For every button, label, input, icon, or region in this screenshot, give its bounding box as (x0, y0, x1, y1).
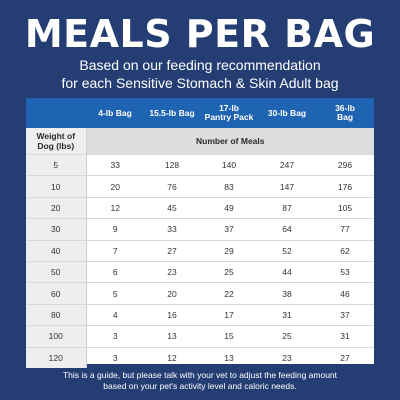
meals-cell: 37 (200, 218, 258, 241)
meals-cell: 76 (144, 175, 200, 198)
meals-cell: 17 (200, 303, 258, 326)
meals-cell: 23 (258, 346, 316, 368)
meals-table: 4-lb Bag 15.5-lb Bag 17-lb Pantry Pack 30… (26, 98, 374, 368)
meals-table-container: 4-lb Bag 15.5-lb Bag 17-lb Pantry Pack 30… (26, 98, 374, 368)
subheader-row: Weight of Dog (lbs) Number of Meals (26, 128, 374, 155)
meals-cell: 31 (316, 325, 374, 348)
meals-cell: 3 (86, 325, 144, 348)
meals-cell: 33 (144, 218, 200, 241)
meals-cell: 33 (86, 153, 144, 176)
dog-weight-cell: 60 (26, 282, 87, 305)
meals-cell: 53 (316, 260, 374, 283)
table-row: 30 9 33 37 64 77 (26, 218, 374, 241)
meals-cell: 7 (86, 239, 144, 262)
meals-cell: 77 (316, 218, 374, 241)
dog-weight-cell: 30 (26, 218, 87, 241)
table-row: 100 3 13 15 25 31 (26, 325, 374, 348)
dog-weight-cell: 100 (26, 325, 87, 348)
table-row: 40 7 27 29 52 62 (26, 239, 374, 262)
subtitle: Based on our feeding recommendation for … (0, 56, 400, 92)
weight-column-header: Weight of Dog (lbs) (26, 128, 87, 155)
meals-cell: 49 (200, 196, 258, 219)
page-title: MEALS PER BAG (24, 12, 376, 56)
meals-cell: 64 (258, 218, 316, 241)
meals-cell: 31 (258, 303, 316, 326)
dog-weight-cell: 40 (26, 239, 87, 262)
meals-cell: 37 (316, 303, 374, 326)
meals-cell: 140 (200, 153, 258, 176)
table-row: 80 4 16 17 31 37 (26, 303, 374, 326)
header-bag-label: Pantry Pack (204, 112, 254, 122)
meals-cell: 5 (86, 282, 144, 305)
meals-cell: 176 (316, 175, 374, 198)
meals-cell: 27 (316, 346, 374, 368)
meals-cell: 147 (258, 175, 316, 198)
footnote-line-1: This is a guide, but please talk with yo… (62, 370, 338, 380)
header-bag-label: Bag (336, 112, 354, 122)
weight-header-line: Weight of (36, 131, 76, 141)
meals-cell: 128 (144, 153, 200, 176)
meals-cell: 45 (144, 196, 200, 219)
bag-header-row: 4-lb Bag 15.5-lb Bag 17-lb Pantry Pack 30… (26, 98, 374, 128)
footnote-line-2: based on your pet's activity level and c… (103, 381, 297, 391)
table-row: 20 12 45 49 87 105 (26, 196, 374, 219)
meals-cell: 20 (86, 175, 144, 198)
meals-cell: 6 (86, 260, 144, 283)
header-bag-label: 15.5-lb Bag (149, 107, 195, 118)
meals-cell: 22 (200, 282, 258, 305)
table-row: 10 20 76 83 147 176 (26, 175, 374, 198)
header-bag-36lb: 36-lb Bag (316, 98, 374, 128)
table-row: 60 5 20 22 38 46 (26, 282, 374, 305)
meals-cell: 62 (316, 239, 374, 262)
dog-weight-cell: 10 (26, 175, 87, 198)
meals-cell: 12 (144, 346, 200, 368)
meals-cell: 23 (144, 260, 200, 283)
table-row: 50 6 23 25 44 53 (26, 260, 374, 283)
meals-cell: 4 (86, 303, 144, 326)
dog-weight-cell: 80 (26, 303, 87, 326)
meals-cell: 20 (144, 282, 200, 305)
meals-cell: 27 (144, 239, 200, 262)
meals-cell: 25 (200, 260, 258, 283)
header-bag-label: 30-lb Bag (267, 107, 307, 118)
meals-cell: 87 (258, 196, 316, 219)
meals-cell: 13 (200, 346, 258, 368)
footnote: This is a guide, but please talk with yo… (0, 370, 400, 392)
header-bag-17lb-pantry: 17-lb Pantry Pack (200, 98, 258, 128)
dog-weight-cell: 120 (26, 346, 87, 368)
meals-cell: 38 (258, 282, 316, 305)
meals-cell: 25 (258, 325, 316, 348)
meals-cell: 12 (86, 196, 144, 219)
header-corner (26, 98, 86, 128)
header-bag-30lb: 30-lb Bag (258, 98, 316, 128)
subtitle-line-2: for each Sensitive Stomach & Skin Adult … (61, 75, 339, 91)
meals-cell: 296 (316, 153, 374, 176)
meals-cell: 46 (316, 282, 374, 305)
meals-cell: 105 (316, 196, 374, 219)
dog-weight-cell: 5 (26, 153, 87, 176)
dog-weight-cell: 20 (26, 196, 87, 219)
number-of-meals-header: Number of Meals (86, 128, 374, 155)
meals-cell: 29 (200, 239, 258, 262)
header-bag-label: 36-lb (335, 103, 355, 113)
meals-cell: 13 (144, 325, 200, 348)
meals-cell: 83 (200, 175, 258, 198)
header-bag-15-5lb: 15.5-lb Bag (144, 98, 200, 128)
dog-weight-cell: 50 (26, 260, 87, 283)
weight-header-line: Dog (lbs) (37, 141, 75, 151)
meals-cell: 247 (258, 153, 316, 176)
meals-cell: 15 (200, 325, 258, 348)
meals-cell: 9 (86, 218, 144, 241)
meals-cell: 52 (258, 239, 316, 262)
table-row: 120 3 12 13 23 27 (26, 346, 374, 368)
meals-cell: 3 (86, 346, 144, 368)
header-bag-4lb: 4-lb Bag (86, 98, 144, 128)
table-row: 5 33 128 140 247 296 (26, 153, 374, 176)
meals-cell: 44 (258, 260, 316, 283)
subtitle-line-1: Based on our feeding recommendation (79, 57, 321, 73)
header-bag-label: 17-lb (219, 103, 239, 113)
header-bag-label: 4-lb Bag (98, 107, 132, 118)
meals-cell: 16 (144, 303, 200, 326)
table-body: 5 33 128 140 247 296 10 20 76 83 147 176 20 12 45 49 87 1… (26, 153, 374, 368)
